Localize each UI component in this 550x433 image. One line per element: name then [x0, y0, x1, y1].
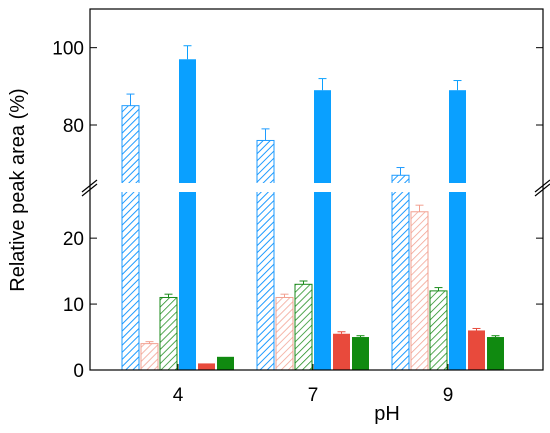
bar-7-series-4: [314, 90, 331, 370]
bar-4-series-4: [179, 59, 196, 371]
error-bars-layer: [126, 45, 500, 344]
x-axis-label: pH: [374, 403, 400, 425]
x-ticks: 4 7 9: [173, 364, 454, 406]
y-tick-label: 20: [63, 229, 84, 250]
y-axis-label: Relative peak area (%): [7, 88, 29, 291]
bar-9-series-3: [429, 290, 448, 371]
x-tick-label: 9: [443, 385, 454, 406]
bar-4-series-1: [121, 105, 140, 371]
bar-9-series-2: [410, 211, 429, 371]
y-tick-label: 10: [63, 295, 84, 316]
y-tick-label: 0: [73, 361, 84, 382]
bar-7-series-5: [333, 333, 350, 370]
x-tick-label: 4: [173, 385, 184, 406]
y-ticks: 0 10 20 80 100: [52, 39, 543, 382]
bar-7-series-6: [352, 337, 369, 370]
axis-break: [81, 179, 550, 197]
bar-7-series-1: [256, 139, 275, 371]
y-tick-label: 80: [63, 116, 84, 137]
y-tick-label: 100: [52, 39, 84, 60]
bar-4-series-2: [140, 343, 159, 371]
bar-9-series-6: [487, 337, 504, 370]
bar-4-series-6: [217, 356, 234, 370]
bars-layer: [121, 59, 504, 371]
bar-9-series-5: [468, 330, 485, 370]
bar-7-series-2: [275, 296, 294, 371]
bar-4-series-3: [159, 296, 178, 371]
bar-4-series-5: [198, 363, 215, 370]
bar-9-series-1: [391, 174, 410, 371]
bar-7-series-3: [294, 283, 313, 371]
x-tick-label: 7: [308, 385, 319, 406]
bar-9-series-4: [449, 90, 466, 370]
